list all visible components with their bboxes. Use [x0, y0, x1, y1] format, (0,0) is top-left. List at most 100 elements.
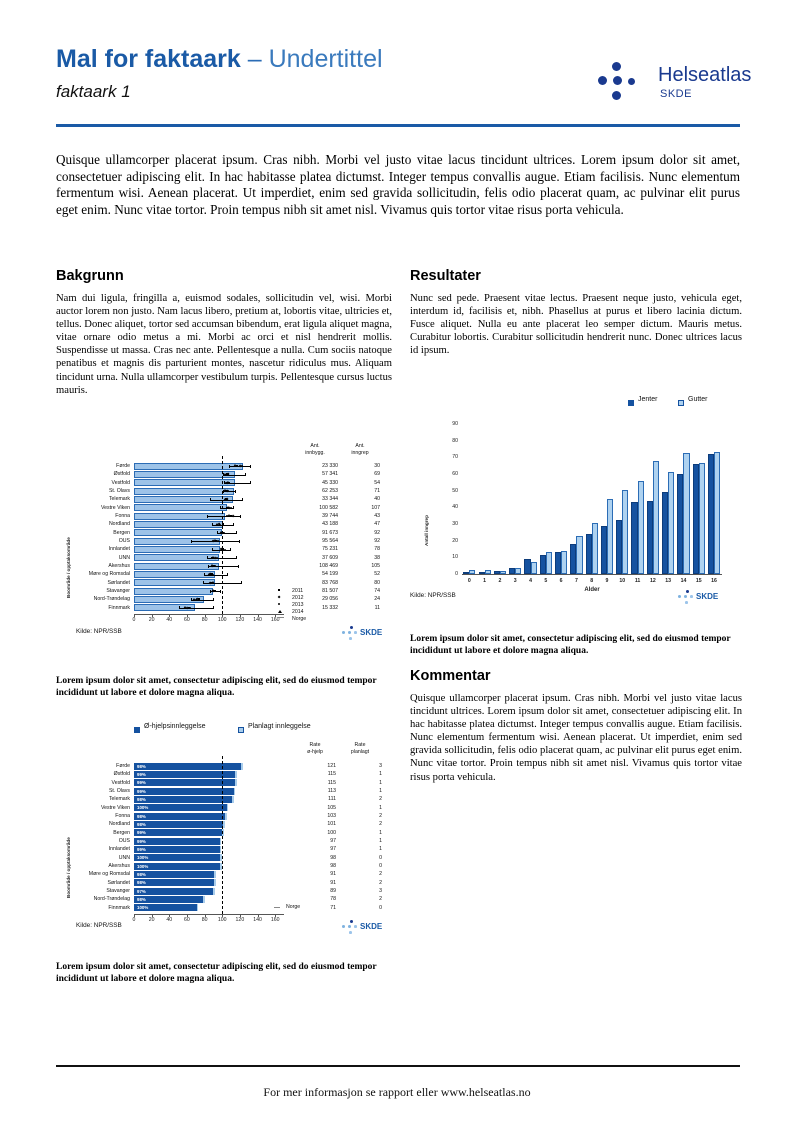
chart2-x-tick-label: 3 [513, 578, 517, 584]
chart1-marker-2013 [226, 490, 229, 493]
chart1-ci-line [223, 474, 246, 476]
chart1-bar [134, 579, 216, 587]
chart3-row-label: Østfold [113, 771, 130, 778]
chart1-bar [134, 462, 244, 470]
chart1-marker-2013 [224, 481, 227, 484]
chart1-ci-cap [232, 522, 234, 526]
chart1-marker-2013 [223, 531, 225, 534]
chart1-marker-2011 [187, 606, 190, 610]
chart1-row-label: Fonna [115, 512, 130, 519]
chart2-bar-gutter [637, 480, 644, 574]
chart3-row-label: Bergen [113, 829, 130, 836]
chart3-row-label: Finnmark [108, 904, 130, 911]
chart1-ci-cap [220, 506, 222, 510]
chart3-x-axis [134, 914, 284, 915]
chart3-value-planlagt: 2 [379, 879, 382, 886]
chart2-x-tick-label: 13 [665, 578, 672, 584]
chart3-x-tick-label: 60 [184, 917, 190, 923]
chart1-ci-cap [240, 581, 242, 585]
chart1-ci-cap [212, 597, 214, 601]
skde-dot-icon [690, 595, 693, 598]
chart1-marker-2013 [240, 465, 243, 468]
chart1-ci-cap [236, 556, 238, 560]
chart1-x-tick [204, 614, 206, 617]
chart2-x-tick-label: 1 [483, 578, 487, 584]
chart2-bar-jenter [585, 534, 592, 574]
chart3-bar-planlagt [235, 779, 237, 787]
chart3-bar-ohjelp [134, 796, 232, 803]
chart3-value-planlagt: 2 [379, 821, 382, 828]
chart3-bar-pct-label: 98% [137, 880, 146, 886]
chart3-source: Kilde: NPR/SSB [76, 922, 122, 929]
chart1-legend-label: 2012 [292, 595, 304, 601]
chart1-ci-cap [179, 606, 180, 610]
chart3-bar-ohjelp [134, 904, 197, 912]
chart3-x-tick-label: 0 [132, 917, 136, 923]
skde-wordmark: SKDE [360, 628, 383, 637]
chart1-ci-cap [229, 464, 230, 468]
chart1-value-inngrep: 107 [371, 504, 380, 511]
chart3-bar-planlagt [196, 904, 199, 912]
chart3-bar-pct-label: 98% [137, 871, 146, 877]
chart3-x-tick-label: 40 [166, 917, 173, 923]
chart1-x-tick [169, 614, 171, 617]
chart1-row-label: UNN [118, 554, 130, 561]
chart1-legend-label: 2014 [292, 609, 304, 615]
chart1-bar [134, 604, 195, 612]
chart3-row-label: Førde [116, 762, 130, 769]
chart1-row-label: Møre og Romsdal [88, 571, 130, 578]
chart1-ci-cap [208, 564, 209, 568]
chart1-marker-2013 [212, 573, 215, 576]
skde-dot-icon [350, 920, 354, 924]
chart1-row-label: Telemark [108, 496, 130, 503]
chart3-bar-ohjelp [134, 862, 221, 870]
chart1-x-tick [275, 614, 276, 617]
chart2-bar-gutter [683, 453, 690, 574]
chart1-ci-line [191, 599, 213, 601]
chart3-bar-planlagt [212, 887, 216, 895]
logo-dot-icon [612, 91, 621, 100]
chart2-bar-jenter [554, 552, 562, 574]
chart1-x-tick-label: 80 [201, 617, 208, 623]
chart1-value-inngrep: 52 [374, 571, 380, 578]
chart3-value-planlagt: 1 [379, 787, 382, 794]
chart3-x-tick [257, 914, 259, 917]
chart1-ci-line [179, 607, 213, 609]
chart1-value-innbyggere: 15 332 [322, 604, 338, 611]
chart1-bar [134, 529, 223, 537]
chart2-bar-jenter [600, 525, 607, 574]
chart3-value-ohjelp: 97 [330, 846, 336, 853]
chart2-bar-jenter [570, 544, 577, 574]
intro-paragraph: Quisque ullamcorper placerat ipsum. Cras… [56, 152, 740, 217]
chart2-bar-gutter [591, 523, 598, 574]
page-header: Mal for faktaark – Undertittel faktaark … [56, 44, 740, 102]
logo-subwordmark: SKDE [660, 88, 692, 100]
chart2-y-tick-label: 40 [452, 504, 458, 511]
chart1-x-tick [151, 614, 153, 617]
chart3-row-label: Stavanger [106, 887, 130, 894]
chart3-x-tick-label: 100 [217, 917, 227, 923]
logo-dot-icon [628, 78, 635, 85]
chart1-caption: Lorem ipsum dolor sit amet, consectetur … [56, 676, 377, 698]
chart1-legend-marker-2012 [277, 595, 281, 599]
chart1-value-inngrep: 11 [374, 604, 380, 611]
chart2-legend-label: Gutter [688, 396, 708, 403]
chart3-row-label: St. Olavs [108, 787, 130, 794]
chart1-value-inngrep: 71 [374, 487, 380, 494]
chart2-x-tick-label: 0 [467, 578, 471, 584]
chart3-bar-ohjelp [134, 787, 234, 795]
chart2-x-axis-label: Alder [584, 587, 600, 593]
page-subtitle: faktaark 1 [56, 82, 131, 101]
chart1-bar [134, 596, 204, 603]
chart1-row-label: Nord-Trøndelag [93, 596, 130, 603]
chart-innleggelse-rate: Ø-hjelpsinnleggelse Planlagt innleggelse R… [56, 722, 392, 937]
chart1-legend-marker-2013 [278, 603, 280, 605]
chart3-bar-pct-label: 100% [137, 863, 149, 869]
chart3-x-tick [222, 914, 224, 917]
chart1-value-innbyggere: 83 768 [322, 579, 338, 586]
page-title-dash: – [240, 45, 269, 73]
chart1-value-inngrep: 30 [374, 462, 380, 469]
chart1-marker-2014 [226, 506, 231, 510]
chart2-bar-jenter [616, 519, 623, 574]
chart1-bar [134, 521, 224, 528]
